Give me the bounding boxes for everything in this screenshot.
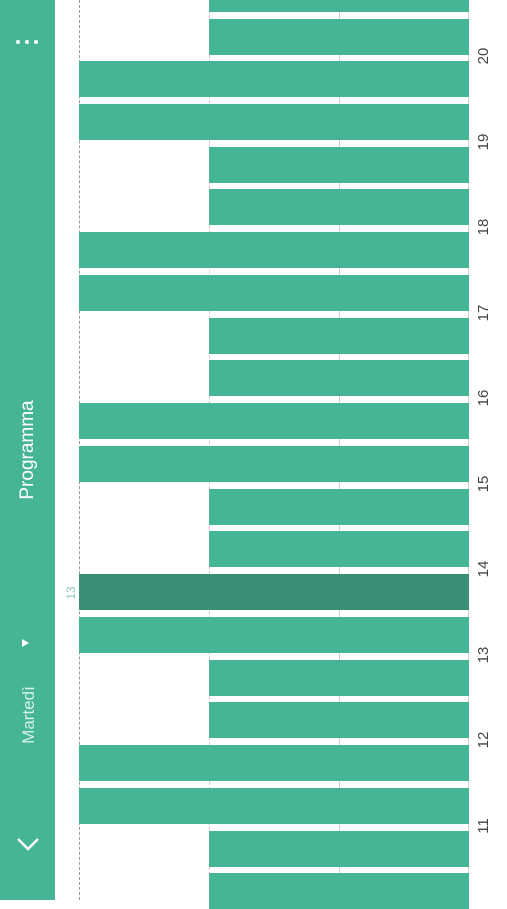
program-block[interactable] (209, 360, 469, 396)
program-block[interactable] (209, 147, 469, 183)
hour-label: 11 (475, 818, 492, 834)
hour-label: 16 (475, 389, 492, 407)
toolbar: Programma Martedì (0, 0, 55, 900)
program-block[interactable] (209, 318, 469, 354)
program-block[interactable] (209, 831, 469, 867)
hour-label: 18 (475, 218, 492, 236)
program-block[interactable] (79, 788, 469, 824)
hour-label: 15 (475, 475, 492, 493)
program-block[interactable] (79, 104, 469, 140)
program-block[interactable] (79, 617, 469, 653)
current-time-label: 13 (64, 586, 78, 600)
program-block[interactable] (209, 189, 469, 225)
program-block[interactable] (79, 275, 469, 311)
hour-label: 14 (475, 560, 492, 578)
program-block[interactable] (209, 19, 469, 55)
program-block[interactable] (209, 489, 469, 525)
hour-label: 13 (475, 646, 492, 664)
day-selector[interactable]: Martedì (19, 686, 38, 744)
triangle-right-icon[interactable] (19, 637, 31, 649)
hour-label: 20 (475, 47, 492, 65)
program-block[interactable] (79, 61, 469, 97)
program-block[interactable] (209, 0, 469, 12)
program-block[interactable] (209, 531, 469, 567)
page-title: Programma (17, 400, 38, 500)
program-block[interactable] (79, 232, 469, 268)
chevron-down-icon[interactable] (15, 834, 41, 854)
hour-label: 19 (475, 133, 492, 151)
program-block[interactable] (79, 745, 469, 781)
program-block[interactable] (79, 446, 469, 482)
hour-label: 12 (475, 731, 492, 749)
program-block[interactable] (209, 660, 469, 696)
program-block[interactable] (209, 873, 469, 909)
program-block[interactable] (79, 403, 469, 439)
schedule-track (55, 0, 469, 909)
hour-label: 17 (475, 304, 492, 322)
program-block[interactable] (209, 702, 469, 738)
more-options-icon[interactable] (13, 36, 41, 48)
current-program-block[interactable] (79, 574, 469, 610)
